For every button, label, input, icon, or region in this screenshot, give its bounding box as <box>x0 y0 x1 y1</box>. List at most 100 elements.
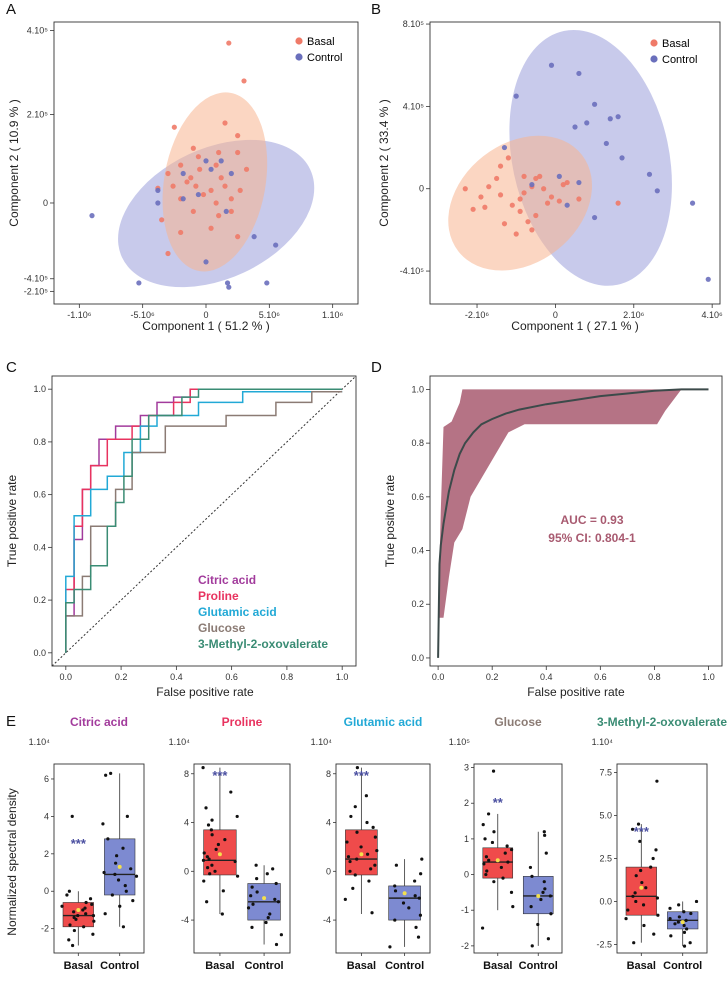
data-point <box>202 851 206 855</box>
panel-b-x-ticks: -2.10⁶ 0 2.10⁶ 4.10⁶ <box>465 304 723 320</box>
data-point <box>216 842 220 847</box>
x-tick-label: -1.10⁶ <box>67 310 92 320</box>
panel-b-y-ticks: 8.10⁵ 4.10⁵ 0 -4.10⁵ <box>400 19 430 276</box>
y-tick-label: 0.4 <box>411 546 424 556</box>
point-control <box>136 280 142 286</box>
point-basal <box>541 186 547 192</box>
data-point <box>417 896 421 900</box>
point-control <box>208 166 214 172</box>
y-tick-label: 0.8 <box>33 437 46 447</box>
point-basal <box>501 221 508 227</box>
data-point <box>82 925 86 929</box>
data-point <box>213 869 217 873</box>
point-control <box>223 208 229 215</box>
data-point <box>72 928 76 933</box>
point-control <box>155 187 161 193</box>
data-point <box>273 897 277 901</box>
y-tick-label: 1.0 <box>33 384 46 394</box>
data-point <box>254 863 258 867</box>
data-point <box>351 886 355 890</box>
boxplot-glutamic-acid: Glutamic acid 1.10⁴ -4 0 4 8 Basal Control *** <box>311 715 431 972</box>
data-point <box>542 880 546 884</box>
point-control <box>155 200 161 206</box>
panel-b-y-axis-label: Component 2 ( 33.4 % ) <box>377 99 391 226</box>
y-tick-label: 3 <box>464 763 469 773</box>
data-point <box>624 917 628 921</box>
point-control <box>513 93 519 99</box>
data-point <box>90 902 94 906</box>
point-control <box>501 144 508 151</box>
point-control <box>576 179 582 186</box>
point-control <box>273 242 279 248</box>
point-control <box>654 188 660 194</box>
y-tick-label: 0.8 <box>411 438 424 448</box>
point-basal <box>243 166 250 172</box>
panel-b: B -2.10⁶ 0 2.10⁶ 4.10⁶ 8.10⁵ 4.10⁵ 0 -4.10⁵ Ba… <box>371 1 723 333</box>
panel-d-x-ticks: 0.0 0.2 0.4 0.6 0.8 1.0 <box>432 666 715 682</box>
y-tick-label: -2.5 <box>596 939 612 949</box>
data-point <box>630 827 635 831</box>
x-tick-label: -2.10⁶ <box>465 310 490 320</box>
data-point <box>345 840 349 844</box>
point-basal <box>170 183 176 189</box>
legend-a-control-label: Control <box>307 52 342 64</box>
y-tick-label: -4.10⁵ <box>24 274 49 284</box>
point-control <box>180 196 186 202</box>
point-basal <box>560 182 566 188</box>
data-point <box>369 867 373 871</box>
point-basal <box>200 191 207 198</box>
point-basal <box>228 208 234 215</box>
point-basal <box>564 179 570 186</box>
panel-a-x-axis-label: Component 1 ( 51.2 % ) <box>142 319 269 333</box>
data-point <box>393 884 397 888</box>
data-point <box>255 877 259 881</box>
data-point <box>101 822 105 826</box>
y-tick-label: 4.10⁵ <box>403 101 425 111</box>
x-label-control: Control <box>245 960 284 972</box>
data-point <box>114 861 118 865</box>
panel-a-y-axis-label: Component 2 ( 10.9 % ) <box>7 99 21 226</box>
data-point <box>549 912 553 916</box>
data-point <box>484 872 488 877</box>
point-control <box>228 170 234 177</box>
point-basal <box>197 166 203 172</box>
point-control <box>89 213 95 219</box>
data-point <box>355 830 359 834</box>
data-point <box>115 854 119 858</box>
x-tick-label: 0.2 <box>486 672 499 682</box>
point-basal <box>184 179 190 185</box>
panel-b-x-axis-label: Component 1 ( 27.1 % ) <box>511 319 638 333</box>
point-control <box>224 280 231 286</box>
data-point <box>131 899 135 903</box>
data-point <box>84 900 88 905</box>
panel-c-legend: Citric acid Proline Glutamic acid Glucos… <box>198 573 328 651</box>
data-point <box>92 919 96 923</box>
point-basal <box>537 173 543 179</box>
data-point <box>349 814 353 819</box>
y-tick-label: 0.2 <box>33 595 46 605</box>
data-point <box>482 862 486 866</box>
data-point <box>546 937 550 941</box>
point-control <box>646 171 653 177</box>
point-basal <box>188 175 194 181</box>
panel-c: C 0.0 0.2 0.4 0.6 0.8 1.0 0.00.20.40.60.81.0 … <box>5 359 357 699</box>
data-point <box>393 918 397 922</box>
data-point <box>348 859 352 864</box>
data-point <box>348 869 352 873</box>
y-tick-label: -1 <box>461 905 469 915</box>
data-point <box>370 911 374 915</box>
mean-marker <box>680 920 685 925</box>
data-point <box>487 858 491 862</box>
data-point <box>684 918 688 922</box>
y-tick-label: -2 <box>461 941 469 951</box>
data-point <box>83 906 87 910</box>
point-basal <box>497 192 504 198</box>
data-point <box>634 874 638 878</box>
data-point <box>626 908 630 912</box>
data-point <box>113 872 117 877</box>
x-tick-label: 0.2 <box>115 672 128 682</box>
legend-citric-acid: Citric acid <box>198 573 256 587</box>
y-tick-label: -4 <box>323 915 331 925</box>
point-basal <box>237 187 243 193</box>
point-basal <box>533 212 539 219</box>
